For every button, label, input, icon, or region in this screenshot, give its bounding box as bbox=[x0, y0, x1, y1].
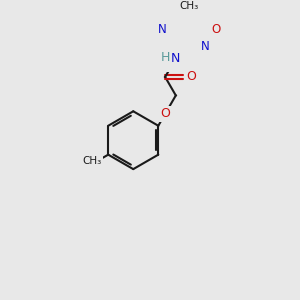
Text: O: O bbox=[211, 23, 220, 36]
Text: N: N bbox=[171, 52, 181, 65]
Text: H: H bbox=[160, 50, 170, 64]
Text: CH₃: CH₃ bbox=[82, 156, 102, 166]
Text: N: N bbox=[158, 23, 167, 36]
Text: CH₃: CH₃ bbox=[179, 1, 199, 11]
Text: O: O bbox=[186, 70, 196, 83]
Text: O: O bbox=[160, 107, 170, 120]
Text: N: N bbox=[201, 40, 210, 53]
